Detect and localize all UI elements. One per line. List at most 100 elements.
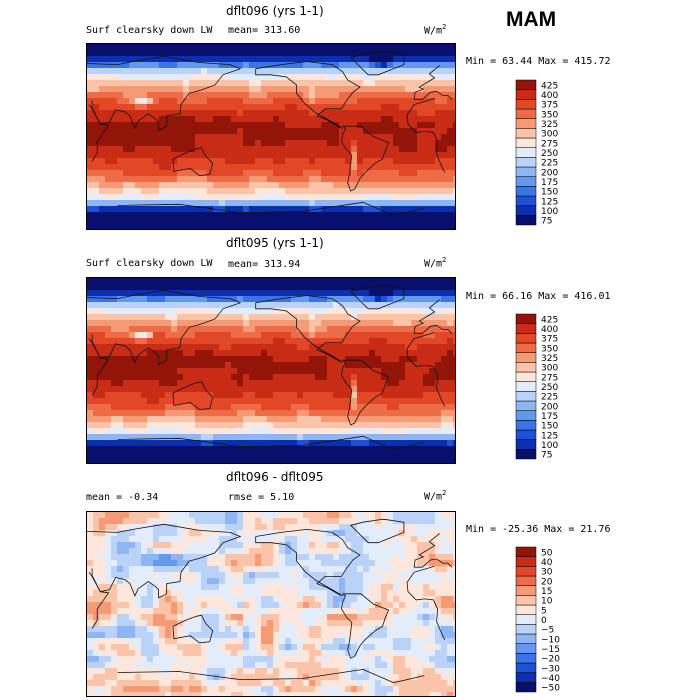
map-cell xyxy=(315,182,322,189)
map-cell xyxy=(243,572,250,579)
map-cell xyxy=(165,608,172,615)
map-cell xyxy=(225,398,232,405)
map-cell xyxy=(435,134,442,141)
map-cell xyxy=(93,332,100,339)
map-cell xyxy=(159,308,166,315)
map-cell xyxy=(195,428,202,435)
map-cell xyxy=(237,368,244,375)
map-cell xyxy=(135,578,142,585)
map-cell xyxy=(297,86,304,93)
map-cell xyxy=(207,278,214,285)
map-cell xyxy=(303,608,310,615)
map-cell xyxy=(225,410,232,417)
map-cell xyxy=(369,458,376,463)
map-cell xyxy=(309,512,316,519)
map-cell xyxy=(99,554,106,561)
map-cell xyxy=(399,128,406,135)
map-cell xyxy=(405,524,412,531)
map-cell xyxy=(201,200,208,207)
map-cell xyxy=(105,134,112,141)
map-cell xyxy=(399,572,406,579)
map-cell xyxy=(177,398,184,405)
map-cell xyxy=(435,284,442,291)
map-cell xyxy=(363,386,370,393)
map-cell xyxy=(297,368,304,375)
map-cell xyxy=(111,542,118,549)
map-cell xyxy=(387,368,394,375)
map-cell xyxy=(135,560,142,567)
map-cell xyxy=(357,104,364,111)
map-cell xyxy=(267,326,274,333)
map-cell xyxy=(273,98,280,105)
map-cell xyxy=(345,206,352,213)
map-cell xyxy=(357,458,364,463)
map-cell xyxy=(435,278,442,285)
map-cell xyxy=(435,56,442,63)
map-cell xyxy=(201,164,208,171)
map-cell xyxy=(255,44,262,51)
map-cell xyxy=(285,164,292,171)
map-cell xyxy=(315,548,322,555)
map-cell xyxy=(207,530,214,537)
map-cell xyxy=(135,608,142,615)
map-cell xyxy=(411,512,418,519)
map-cell xyxy=(195,50,202,57)
map-cell xyxy=(249,128,256,135)
map-cell xyxy=(243,164,250,171)
map-cell xyxy=(435,590,442,597)
map-cell xyxy=(243,62,250,69)
map-cell xyxy=(285,434,292,441)
map-cell xyxy=(243,98,250,105)
map-cell xyxy=(441,110,448,117)
map-cell xyxy=(315,362,322,369)
map-cell xyxy=(255,452,262,459)
map-cell xyxy=(201,398,208,405)
coastline-greenland xyxy=(349,284,405,310)
map-cell xyxy=(441,536,448,543)
map-cell xyxy=(351,332,358,339)
map-cell xyxy=(165,536,172,543)
map-cell xyxy=(213,434,220,441)
map-cell xyxy=(393,164,400,171)
map-cell xyxy=(303,224,310,229)
map-cell xyxy=(219,44,226,51)
map-cell xyxy=(165,338,172,345)
map-cell xyxy=(171,368,178,375)
map-cell xyxy=(267,344,274,351)
map-cell xyxy=(321,434,328,441)
map-cell xyxy=(441,146,448,153)
map-cell xyxy=(255,584,262,591)
map-cell xyxy=(117,332,124,339)
map-cell xyxy=(243,158,250,165)
map-cell xyxy=(93,116,100,123)
map-cell xyxy=(303,380,310,387)
map-cell xyxy=(249,122,256,129)
map-cell xyxy=(189,74,196,81)
map-cell xyxy=(111,176,118,183)
map-cell xyxy=(93,146,100,153)
map-cell xyxy=(153,200,160,207)
map-cell xyxy=(171,554,178,561)
panel-3-units-text: W/m xyxy=(424,491,443,503)
map-cell xyxy=(333,278,340,285)
map-cell xyxy=(177,566,184,573)
map-cell xyxy=(303,602,310,609)
map-cell xyxy=(129,92,136,99)
map-cell xyxy=(225,116,232,123)
map-cell xyxy=(189,380,196,387)
map-cell xyxy=(153,122,160,129)
map-cell xyxy=(135,452,142,459)
map-cell xyxy=(285,86,292,93)
map-cell xyxy=(321,128,328,135)
map-cell xyxy=(207,512,214,519)
map-cell xyxy=(309,212,316,219)
map-cell xyxy=(165,566,172,573)
map-cell xyxy=(147,80,154,87)
map-cell xyxy=(213,410,220,417)
map-cell xyxy=(435,86,442,93)
map-cell xyxy=(387,326,394,333)
coastline-africa xyxy=(88,332,446,407)
map-cell xyxy=(207,290,214,297)
map-cell xyxy=(303,428,310,435)
map-cell xyxy=(213,578,220,585)
